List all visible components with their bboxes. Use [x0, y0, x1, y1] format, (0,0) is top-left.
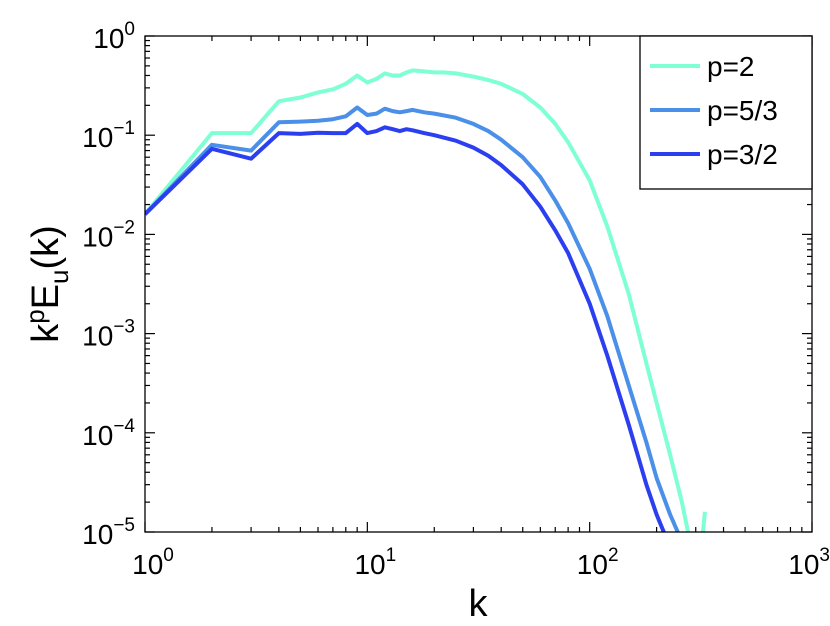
svg-text:kpEu(k): kpEu(k) [20, 225, 74, 343]
legend-label-3: p=3/2 [707, 139, 778, 170]
x-tick-label: 100 [132, 545, 174, 580]
x-axis-label: k [469, 583, 489, 625]
legend-label-1: p=2 [707, 51, 755, 82]
x-tick-label: 102 [577, 545, 619, 580]
x-tick-label: 101 [354, 545, 396, 580]
y-axis-label: kpEu(k) [20, 225, 74, 343]
series-line-3 [145, 121, 666, 532]
legend: p=2 p=5/3 p=3/2 [639, 35, 813, 190]
tick-labels-layer: 100 101 102 103 10−5 10−4 10−3 10−2 10−1 100 [82, 19, 830, 580]
y-tick-label: 10−5 [82, 515, 135, 550]
legend-box [639, 35, 813, 190]
y-tick-label: 100 [93, 19, 135, 54]
y-tick-label: 10−4 [82, 416, 135, 451]
series-line-1 [145, 68, 707, 532]
y-tick-label: 10−3 [82, 317, 135, 352]
series-line-2 [145, 105, 680, 532]
y-tick-label: 10−1 [82, 118, 135, 153]
x-tick-label: 103 [788, 545, 830, 580]
series-layer [145, 68, 707, 532]
y-tick-label: 10−2 [82, 217, 135, 252]
plot-frame [144, 35, 813, 533]
legend-label-2: p=5/3 [707, 95, 778, 126]
